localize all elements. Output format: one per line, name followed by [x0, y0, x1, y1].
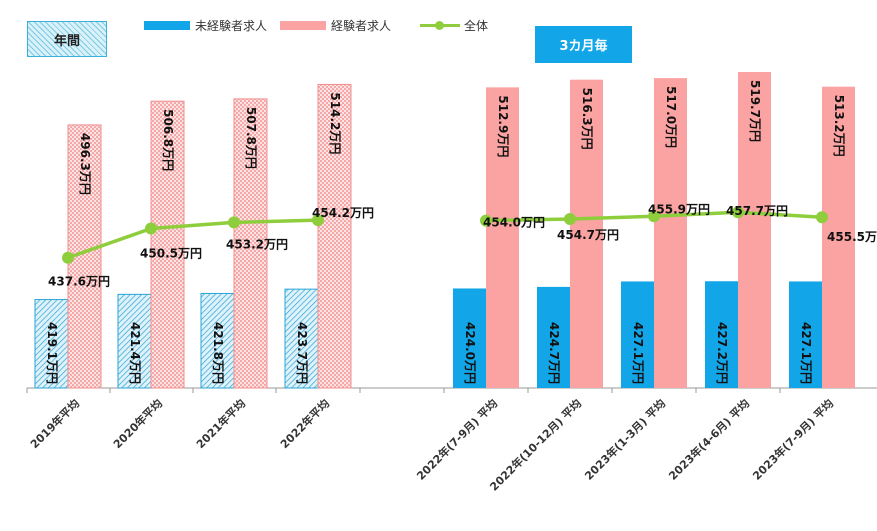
label-inexperienced: 427.1万円 [631, 322, 645, 384]
bar-inexperienced [789, 281, 822, 388]
label-overall: 454.7万円 [557, 228, 619, 242]
category-label: 2022年(7-9月) 平均 [414, 396, 501, 483]
overall-point [648, 210, 660, 223]
legend-swatch-pink [280, 20, 326, 30]
legend-item-inexperienced: 未経験者求人 [144, 17, 267, 33]
label-inexperienced: 424.7万円 [547, 322, 561, 384]
category-label: 2023年(7-9月) 平均 [750, 396, 837, 483]
overall-point [732, 206, 744, 219]
bar-inexperienced [284, 288, 319, 389]
legend-swatch-blue [144, 20, 190, 30]
bar-inexperienced [453, 288, 486, 388]
category-label: 2022年平均 [277, 396, 332, 451]
label-experienced: 514.2万円 [328, 92, 342, 154]
legend-item-overall: 全体 [420, 17, 488, 33]
bar-inexperienced [705, 281, 738, 388]
label-experienced: 519.7万円 [748, 80, 762, 142]
category-label: 2020年平均 [110, 396, 165, 451]
label-overall: 457.7万円 [726, 204, 788, 218]
legend-label-experienced: 経験者求人 [331, 18, 392, 33]
label-overall: 454.2万円 [312, 206, 374, 220]
label-experienced: 513.2万円 [832, 95, 846, 157]
label-experienced: 512.9万円 [496, 95, 510, 157]
label-inexperienced: 424.0万円 [463, 322, 477, 384]
bar-inexperienced [200, 292, 235, 389]
label-overall: 454.0万円 [483, 216, 545, 230]
bar-experienced [317, 83, 352, 389]
annual-badge: 年間 [27, 21, 107, 57]
legend-label-inexperienced: 未経験者求人 [195, 18, 268, 33]
category-label: 2023年(4-6月) 平均 [666, 396, 753, 483]
label-overall: 453.2万円 [226, 237, 288, 251]
category-label: 2023年(1-3月) 平均 [582, 396, 669, 483]
bar-inexperienced [621, 281, 654, 388]
overall-point [564, 213, 576, 226]
overall-point [480, 214, 492, 227]
label-inexperienced: 427.1万円 [799, 322, 813, 384]
overall-point [228, 216, 240, 229]
overall-point [145, 222, 157, 235]
overall-point [312, 214, 324, 227]
legend-swatch-line [420, 20, 460, 30]
label-overall: 455.5万円 [827, 230, 877, 244]
label-experienced: 507.8万円 [244, 107, 258, 169]
legend-label-overall: 全体 [464, 18, 489, 33]
label-overall: 455.9万円 [648, 202, 710, 216]
bar-inexperienced [34, 299, 69, 389]
label-experienced: 517.0万円 [664, 86, 678, 148]
label-inexperienced: 427.2万円 [715, 322, 729, 384]
category-label: 2022年(10-12月) 平均 [487, 396, 584, 493]
label-experienced: 516.3万円 [580, 88, 594, 150]
label-experienced: 506.8万円 [161, 109, 175, 171]
bar-experienced [654, 78, 687, 388]
label-overall: 437.6万円 [48, 275, 110, 289]
category-label: 2019年平均 [27, 396, 82, 451]
bar-experienced [150, 100, 185, 389]
bar-experienced [822, 86, 855, 388]
bar-experienced [570, 79, 603, 389]
bar-experienced [486, 87, 519, 388]
label-experienced: 496.3万円 [78, 133, 92, 195]
label-inexperienced: 421.8万円 [211, 322, 225, 384]
bar-experienced [738, 71, 771, 389]
bar-inexperienced [537, 286, 570, 388]
label-inexperienced: 423.7万円 [295, 322, 309, 384]
label-inexperienced: 419.1万円 [45, 322, 59, 384]
label-inexperienced: 421.4万円 [128, 322, 142, 384]
overall-point [62, 251, 74, 264]
label-overall: 450.5万円 [140, 247, 202, 261]
bar-experienced [233, 98, 268, 389]
category-label: 2021年平均 [193, 396, 248, 451]
overall-point [816, 211, 828, 224]
quarterly-badge: 3カ月毎 [535, 26, 632, 63]
legend-item-experienced: 経験者求人 [280, 17, 391, 33]
overall-line-segment [67, 218, 319, 260]
